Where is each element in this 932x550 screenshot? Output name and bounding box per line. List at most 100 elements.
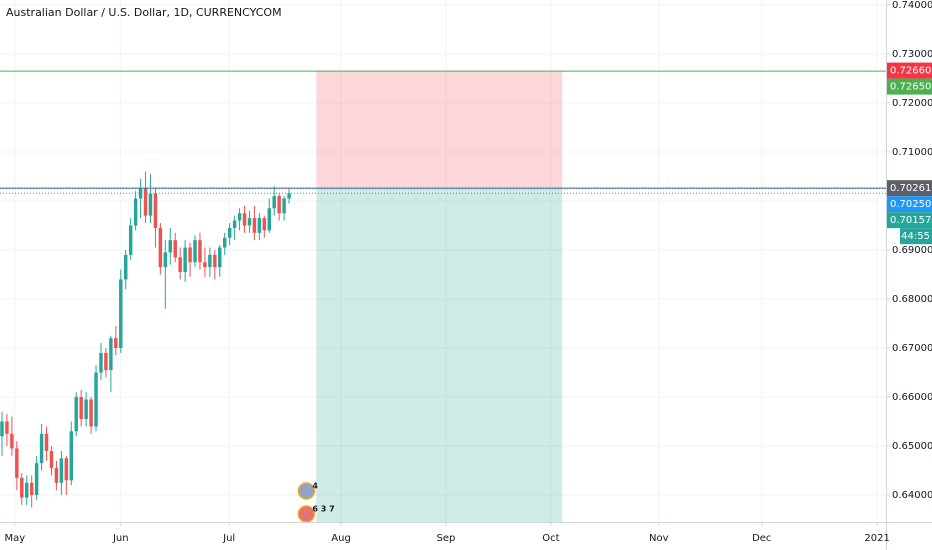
candle-body	[218, 247, 222, 268]
candle-body	[123, 254, 128, 280]
grid	[0, 0, 886, 522]
price-badge-label: 0.72650	[890, 82, 931, 93]
price-badge-label: 0.70157	[890, 215, 931, 226]
candle-body	[272, 196, 276, 209]
y-tick-label: 0.72000	[892, 98, 932, 109]
x-tick-label: Aug	[331, 533, 351, 544]
candle-body	[29, 482, 34, 496]
x-tick-label: Nov	[649, 533, 669, 544]
y-tick-label: 0.65000	[892, 441, 932, 452]
candle-body	[104, 352, 108, 371]
candle-body	[128, 225, 133, 255]
price-badge-label: 0.72660	[890, 66, 931, 77]
candle-body	[54, 468, 59, 483]
candle-body	[168, 240, 173, 253]
candle-body	[193, 240, 197, 263]
candle-body	[99, 352, 103, 373]
countdown: 44:55	[901, 231, 930, 242]
candle-body	[178, 257, 182, 273]
stop-zone[interactable]	[316, 70, 563, 189]
event-label: 4	[312, 482, 318, 491]
candle-body	[109, 338, 113, 371]
events[interactable]: 4 6 3 7	[297, 482, 335, 523]
y-tick-label: 0.64000	[892, 490, 932, 501]
price-badge	[887, 78, 932, 95]
price-badge	[887, 62, 932, 79]
candle-body	[15, 448, 19, 478]
x-tick-label: Oct	[542, 533, 559, 544]
candle-body	[222, 237, 227, 248]
candle-body	[267, 208, 271, 231]
candle-body	[183, 247, 187, 273]
candle-body	[84, 399, 88, 420]
candle-body	[237, 213, 242, 221]
candle-body	[227, 227, 232, 238]
candle-body	[119, 279, 123, 348]
price-badge	[887, 212, 932, 229]
candle-body	[138, 188, 143, 199]
candle-body	[69, 431, 74, 481]
y-tick-label: 0.71000	[892, 147, 932, 158]
y-tick-label: 0.73000	[892, 49, 932, 60]
candle-body	[133, 198, 138, 226]
chart-title: Australian Dollar / U.S. Dollar, 1D, CUR…	[6, 6, 282, 19]
candle-body	[74, 397, 78, 432]
candle-body	[10, 433, 14, 449]
candle-body	[79, 397, 83, 420]
candle-body	[5, 421, 9, 434]
candles	[0, 171, 291, 508]
event-icon[interactable]	[297, 482, 316, 500]
x-tick-label: Dec	[752, 533, 771, 544]
candle-body	[242, 213, 247, 226]
position-tool[interactable]	[316, 70, 563, 522]
x-tick-label: May	[5, 533, 26, 544]
candle-body	[208, 254, 212, 268]
candle-body	[232, 220, 237, 228]
x-tick-label: 2021	[864, 533, 889, 544]
candle-body	[0, 421, 4, 437]
event-label: 6 3 7	[312, 505, 334, 514]
candle-body	[20, 477, 24, 498]
candle-body	[188, 247, 192, 263]
candle-body	[34, 463, 39, 496]
candle-body	[173, 240, 177, 258]
candle-body	[44, 433, 49, 451]
candle-body	[203, 262, 207, 268]
candle-body	[287, 193, 291, 199]
candle-body	[158, 227, 163, 268]
candle-body	[163, 252, 168, 268]
candle-body	[262, 218, 267, 231]
candle-body	[59, 458, 64, 483]
price-badge-label: 0.70261	[890, 183, 931, 194]
candle-body	[148, 193, 153, 216]
price-badges: 0.72660 0.72650 0.70261 0.70250 0.70157 44:55	[887, 62, 932, 245]
y-tick-label: 0.67000	[892, 343, 932, 354]
candle-body	[64, 458, 69, 481]
countdown-badge	[900, 228, 932, 245]
candle-body	[49, 450, 54, 469]
candle-body	[24, 482, 29, 498]
candle-body	[143, 188, 148, 216]
candle-body	[89, 399, 93, 427]
candle-body	[252, 218, 257, 233]
candle-body	[153, 193, 158, 228]
candle-body	[198, 240, 202, 263]
x-tick-label: Sep	[437, 533, 456, 544]
price-badge-label: 0.70250	[890, 199, 931, 210]
candle-body	[247, 218, 252, 226]
y-tick-label: 0.69000	[892, 245, 932, 256]
price-badge	[887, 196, 932, 213]
candle-body	[94, 372, 98, 427]
x-tick-label: Jun	[112, 533, 129, 544]
candle-body	[114, 338, 118, 348]
candle-body	[39, 433, 44, 464]
candle-body	[277, 196, 281, 214]
price-lines	[0, 70, 886, 194]
target-zone[interactable]	[316, 188, 563, 522]
candle-body	[213, 254, 217, 268]
y-tick-label: 0.66000	[892, 392, 932, 403]
price-badge	[887, 180, 932, 197]
